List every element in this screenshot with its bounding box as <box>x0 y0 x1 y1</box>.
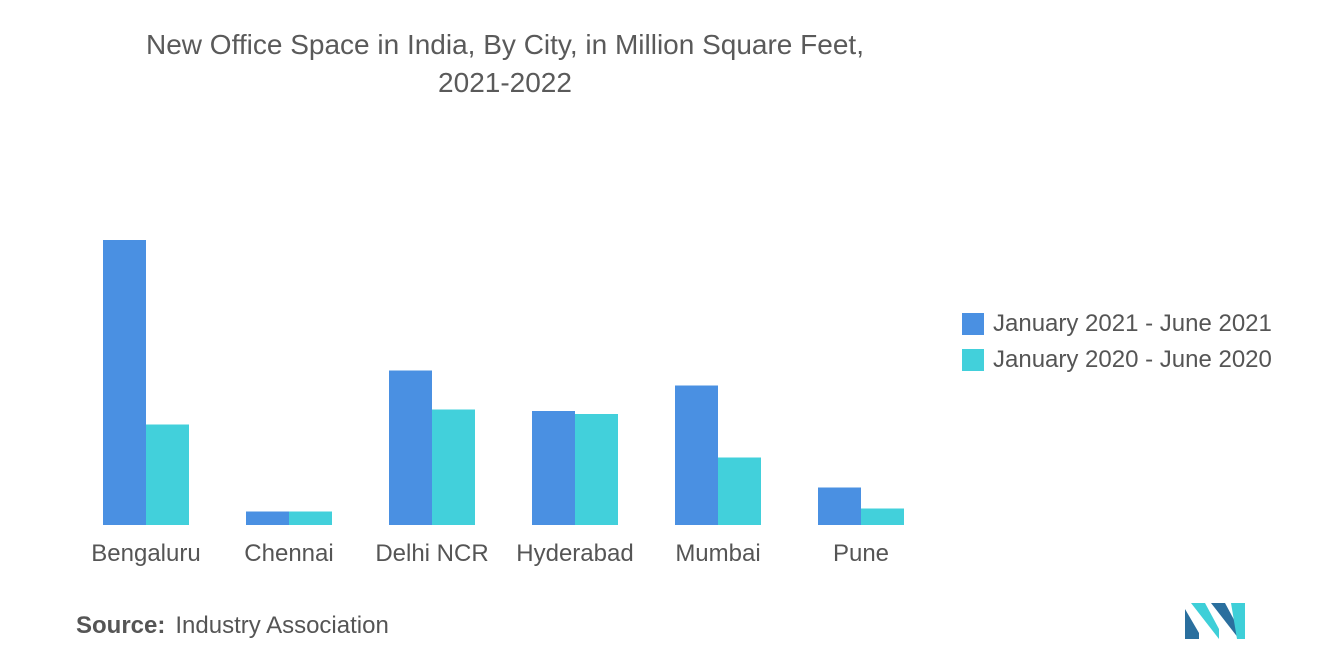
mordor-intelligence-logo-icon <box>1185 603 1245 639</box>
x-tick-label: Bengaluru <box>91 540 200 567</box>
x-tick-label: Pune <box>833 540 889 567</box>
chart-title: New Office Space in India, By City, in M… <box>60 26 950 102</box>
bar-bengaluru-series-1 <box>103 240 146 525</box>
legend-label: January 2020 - June 2020 <box>993 346 1272 373</box>
chart-title-line-1: New Office Space in India, By City, in M… <box>146 29 864 60</box>
x-tick-label: Hyderabad <box>516 540 633 567</box>
legend-item: January 2021 - June 2021 <box>962 306 1272 342</box>
chart-title-line-2: 2021-2022 <box>438 67 572 98</box>
x-tick-label: Delhi NCR <box>375 540 488 567</box>
bars-group <box>103 240 904 525</box>
x-axis-tick-labels: Bengaluru Chennai Delhi NCR Hyderabad Mumbai… <box>91 540 889 567</box>
bar-delhi-ncr-series-1 <box>389 370 432 525</box>
source-text: Industry Association <box>175 612 389 639</box>
bar-mumbai-series-1 <box>675 385 718 525</box>
source-note: Source: Industry Association <box>76 612 389 640</box>
legend-item: January 2020 - June 2020 <box>962 342 1272 378</box>
x-tick-label: Chennai <box>244 540 333 567</box>
bar-chennai-series-2 <box>289 511 332 525</box>
bar-delhi-ncr-series-2 <box>432 409 475 525</box>
legend-swatch <box>962 313 984 335</box>
legend-label: January 2021 - June 2021 <box>993 310 1272 337</box>
bar-hyderabad-series-1 <box>532 411 575 525</box>
bar-pune-series-1 <box>818 487 861 525</box>
source-label: Source: <box>76 612 166 639</box>
bar-mumbai-series-2 <box>718 457 761 525</box>
bar-chennai-series-1 <box>246 511 289 525</box>
bar-hyderabad-series-2 <box>575 414 618 525</box>
bar-bengaluru-series-2 <box>146 424 189 525</box>
legend-swatch <box>962 349 984 371</box>
x-tick-label: Mumbai <box>675 540 760 567</box>
legend: January 2021 - June 2021 January 2020 - J… <box>962 306 1272 378</box>
bar-pune-series-2 <box>861 508 904 525</box>
